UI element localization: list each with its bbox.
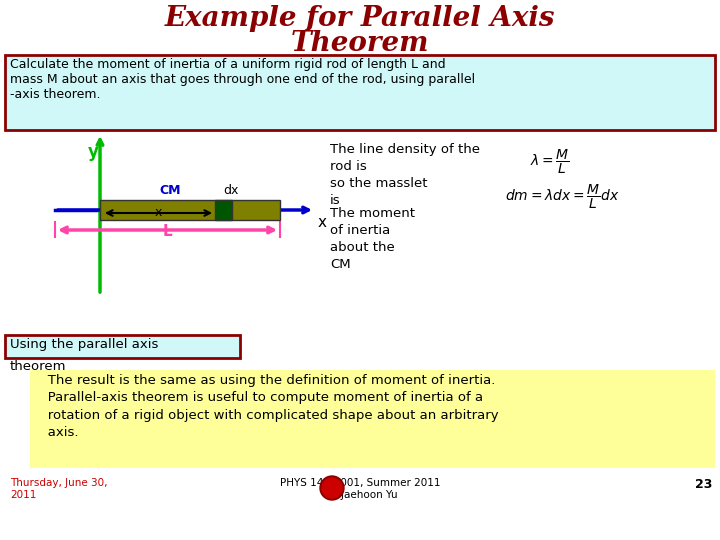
Text: The moment
of inertia
about the
CM: The moment of inertia about the CM	[330, 207, 415, 271]
Text: $\lambda = \dfrac{M}{L}$: $\lambda = \dfrac{M}{L}$	[530, 148, 570, 177]
Text: Thursday, June 30,
2011: Thursday, June 30, 2011	[10, 478, 107, 501]
Text: 23: 23	[695, 478, 712, 491]
Text: CM: CM	[159, 184, 181, 197]
Bar	[5, 55, 715, 130]
Bar	[100, 200, 280, 220]
Bar	[5, 335, 240, 358]
Bar	[30, 370, 715, 468]
Text: L: L	[162, 224, 172, 239]
Text: The result is the same as using the definition of moment of inertia.
   Parallel: The result is the same as using the defi…	[35, 374, 499, 440]
Text: $dm = \lambda dx = \dfrac{M}{L}dx$: $dm = \lambda dx = \dfrac{M}{L}dx$	[505, 183, 619, 211]
Bar	[215, 200, 232, 220]
Text: PHYS 1443-001, Summer 2011
Dr. Jaehoon Yu: PHYS 1443-001, Summer 2011 Dr. Jaehoon Y…	[280, 478, 440, 501]
Text: Theorem: Theorem	[291, 30, 429, 57]
Text: theorem: theorem	[10, 360, 66, 373]
Text: x: x	[318, 215, 327, 230]
Text: x: x	[154, 206, 162, 219]
Text: Calculate the moment of inertia of a uniform rigid rod of length L and
mass M ab: Calculate the moment of inertia of a uni…	[10, 58, 475, 101]
Text: dx: dx	[223, 184, 238, 197]
Text: Example for Parallel Axis: Example for Parallel Axis	[165, 5, 555, 32]
Circle shape	[322, 478, 342, 498]
Text: The line density of the
rod is
so the masslet
is: The line density of the rod is so the ma…	[330, 143, 480, 207]
Text: Using the parallel axis: Using the parallel axis	[10, 338, 158, 351]
Text: y: y	[88, 143, 99, 161]
Circle shape	[320, 476, 344, 500]
